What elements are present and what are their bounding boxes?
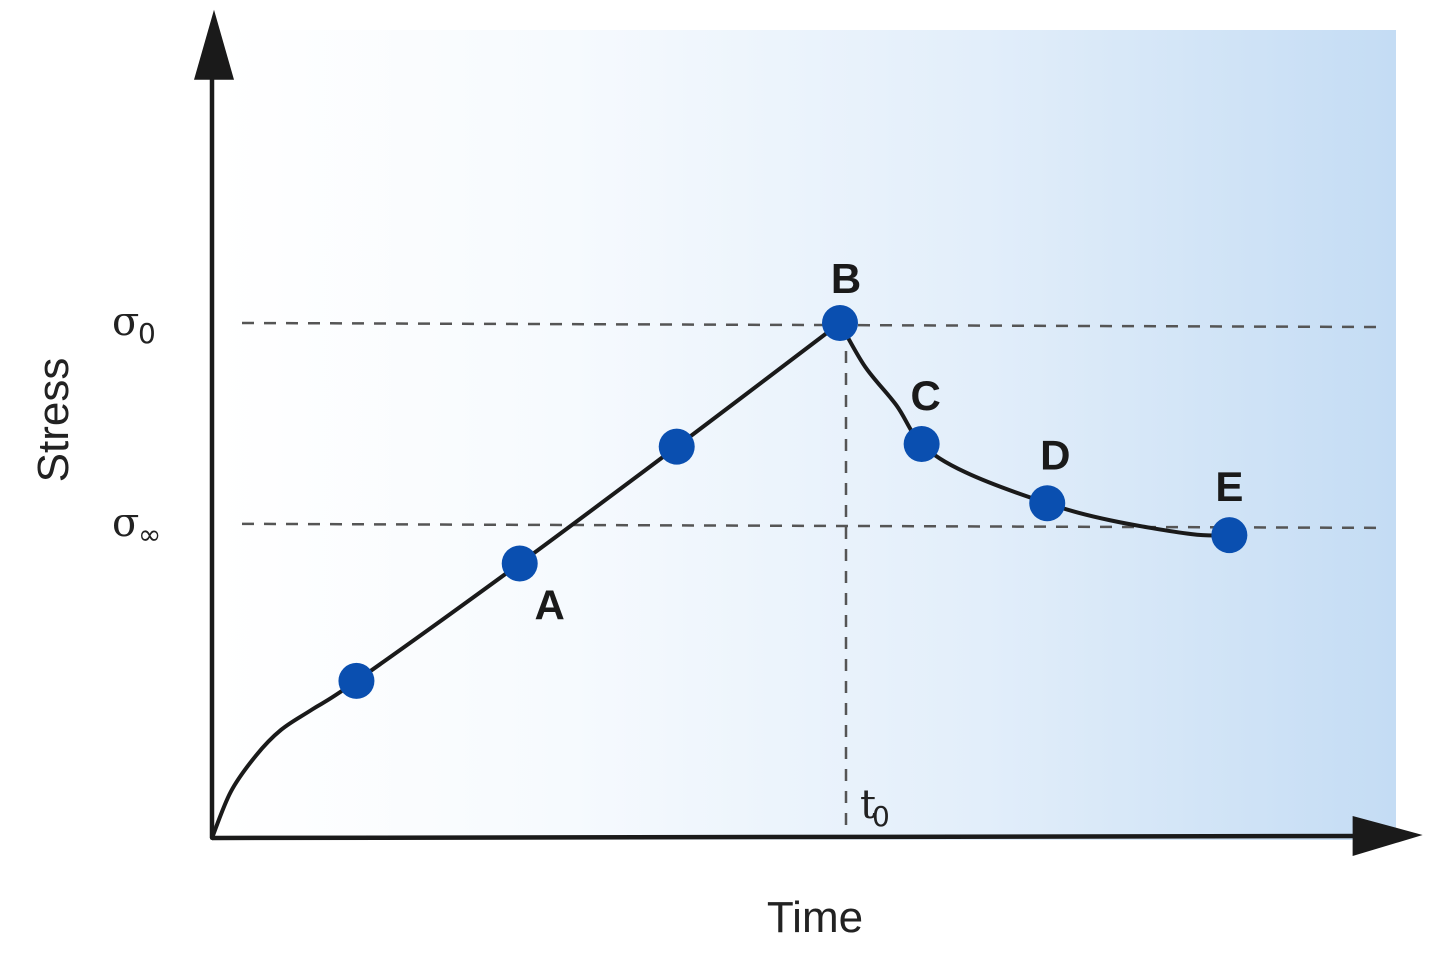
point-label-e: E xyxy=(1215,463,1243,510)
point-label-a: A xyxy=(535,582,565,629)
data-point-1 xyxy=(338,662,375,699)
data-point-b xyxy=(822,305,858,341)
data-point-c xyxy=(903,426,940,463)
data-point-e xyxy=(1211,517,1248,554)
y-tick-subscript: 0 xyxy=(138,317,156,350)
points-layer xyxy=(338,305,1248,699)
plot-background xyxy=(216,30,1396,840)
data-point-a xyxy=(501,545,538,582)
point-label-d: D xyxy=(1040,431,1070,478)
y-tick-subscript: ∞ xyxy=(138,518,161,551)
guide-line-h xyxy=(241,522,1379,530)
guide-line-h xyxy=(241,321,1379,329)
axes xyxy=(194,9,1423,856)
data-point-3 xyxy=(658,428,695,465)
y-tick-label: σ xyxy=(112,299,139,345)
x-axis-arrow xyxy=(1352,816,1423,856)
x-axis-title: Time xyxy=(767,893,863,942)
point-label-c: C xyxy=(910,372,940,419)
relaxation-curve xyxy=(838,321,1232,538)
data-point-d xyxy=(1029,485,1066,522)
y-tick-label: σ xyxy=(112,500,139,546)
x-tick-label: t xyxy=(860,782,876,828)
point-label-b: B xyxy=(831,255,861,302)
tick-labels: σ0σ∞t0 xyxy=(112,299,890,833)
point-labels: A B C D E xyxy=(535,255,1244,629)
y-axis-title: Stress xyxy=(29,358,78,483)
x-tick-subscript: 0 xyxy=(872,800,890,833)
guide-lines xyxy=(241,321,1379,834)
y-axis-arrow xyxy=(194,9,234,80)
x-axis-line xyxy=(211,833,1373,841)
